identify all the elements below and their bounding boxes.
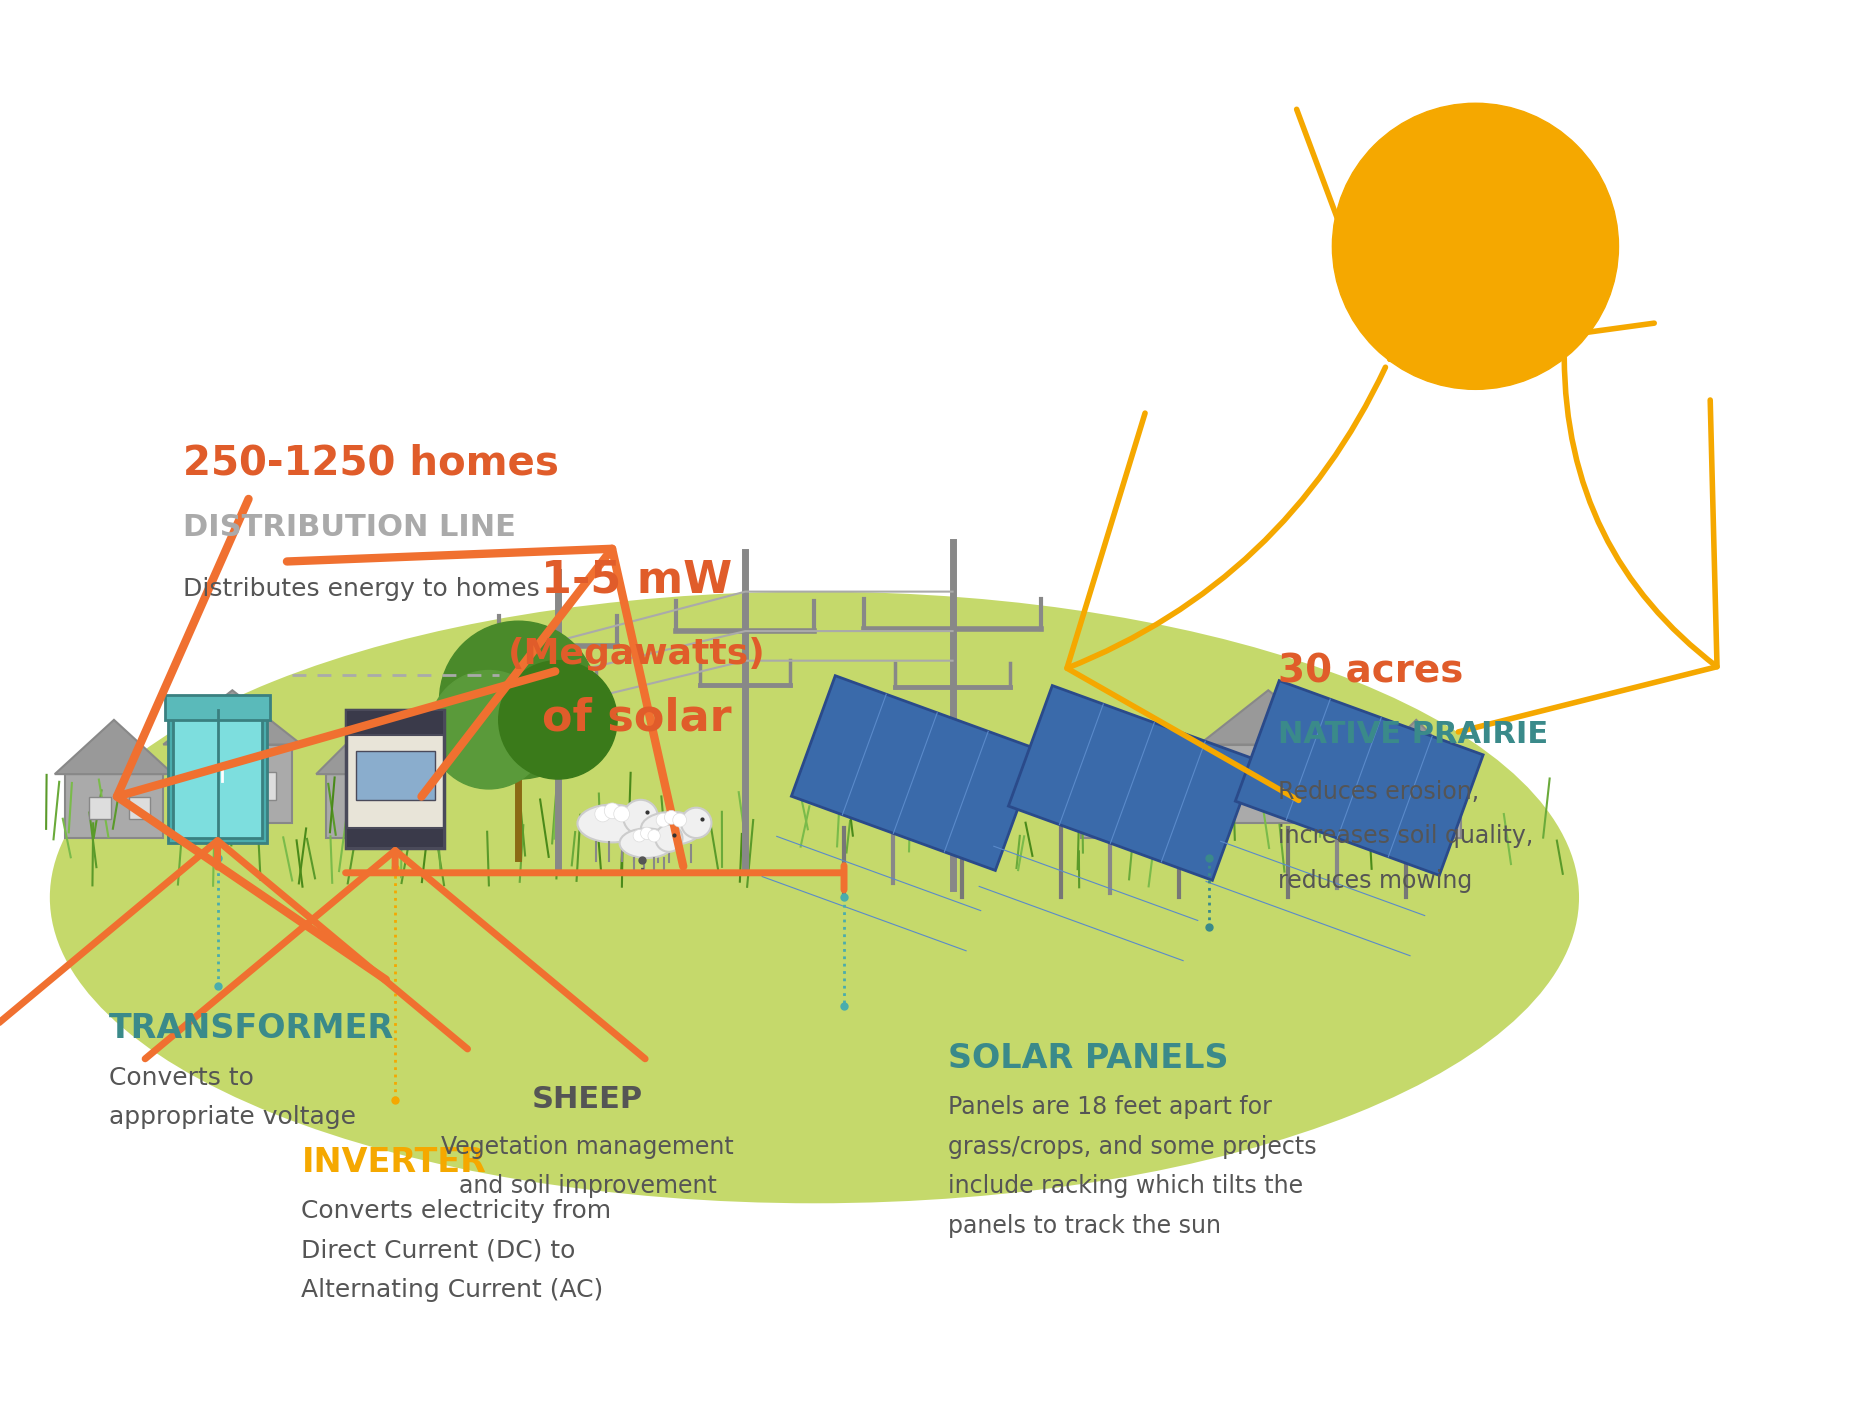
- Text: (Megawatts): (Megawatts): [508, 636, 765, 670]
- Text: Panels are 18 feet apart for: Panels are 18 feet apart for: [947, 1095, 1271, 1119]
- FancyBboxPatch shape: [345, 828, 444, 848]
- Text: 30 acres: 30 acres: [1279, 652, 1464, 690]
- Circle shape: [656, 825, 682, 852]
- Polygon shape: [1071, 720, 1189, 774]
- Polygon shape: [1236, 680, 1483, 875]
- Circle shape: [622, 799, 658, 835]
- Circle shape: [604, 802, 621, 819]
- Circle shape: [681, 808, 711, 838]
- Ellipse shape: [578, 805, 647, 842]
- Text: increases soil quality,: increases soil quality,: [1279, 824, 1534, 848]
- FancyBboxPatch shape: [172, 744, 291, 824]
- Text: 250-1250 homes: 250-1250 homes: [184, 443, 559, 483]
- Circle shape: [613, 807, 630, 822]
- FancyBboxPatch shape: [345, 710, 444, 848]
- FancyBboxPatch shape: [169, 706, 266, 843]
- Text: Alternating Current (AC): Alternating Current (AC): [302, 1278, 604, 1302]
- FancyBboxPatch shape: [384, 797, 403, 819]
- Circle shape: [594, 807, 611, 822]
- Text: Converts electricity from: Converts electricity from: [302, 1198, 611, 1223]
- Text: grass/crops, and some projects: grass/crops, and some projects: [947, 1135, 1316, 1159]
- Circle shape: [649, 829, 660, 842]
- Polygon shape: [163, 690, 302, 744]
- FancyBboxPatch shape: [1106, 797, 1127, 819]
- Ellipse shape: [619, 828, 673, 858]
- Text: panels to track the sun: panels to track the sun: [947, 1214, 1221, 1238]
- Circle shape: [439, 621, 598, 780]
- Circle shape: [673, 814, 686, 826]
- Text: 1-5 mW: 1-5 mW: [542, 558, 733, 602]
- FancyBboxPatch shape: [345, 710, 444, 734]
- FancyBboxPatch shape: [1239, 772, 1266, 799]
- Text: Reduces erosion,: Reduces erosion,: [1279, 780, 1479, 804]
- Circle shape: [641, 828, 652, 839]
- Polygon shape: [1361, 720, 1470, 774]
- Text: of solar: of solar: [542, 697, 731, 740]
- FancyBboxPatch shape: [1286, 772, 1312, 799]
- FancyBboxPatch shape: [356, 751, 435, 799]
- Text: and soil improvement: and soil improvement: [459, 1174, 716, 1198]
- FancyBboxPatch shape: [249, 772, 276, 799]
- Polygon shape: [1009, 686, 1256, 880]
- Text: Vegetation management: Vegetation management: [441, 1135, 733, 1159]
- Text: SHEEP: SHEEP: [532, 1085, 643, 1115]
- FancyBboxPatch shape: [349, 797, 368, 819]
- Text: NATIVE PRAIRIE: NATIVE PRAIRIE: [1279, 720, 1549, 750]
- FancyBboxPatch shape: [1393, 797, 1414, 819]
- Circle shape: [634, 829, 645, 842]
- Text: SOLAR PANELS: SOLAR PANELS: [947, 1042, 1228, 1075]
- FancyBboxPatch shape: [129, 797, 150, 819]
- FancyBboxPatch shape: [90, 797, 111, 819]
- Text: Distributes energy to homes: Distributes energy to homes: [184, 578, 540, 602]
- Text: INVERTER: INVERTER: [302, 1146, 486, 1179]
- Polygon shape: [317, 720, 426, 774]
- Polygon shape: [1200, 690, 1337, 744]
- Ellipse shape: [51, 592, 1579, 1203]
- FancyBboxPatch shape: [326, 774, 414, 838]
- FancyBboxPatch shape: [64, 774, 163, 838]
- Circle shape: [499, 660, 617, 780]
- FancyBboxPatch shape: [1080, 774, 1179, 838]
- Circle shape: [429, 670, 548, 790]
- Polygon shape: [791, 676, 1039, 870]
- Circle shape: [1333, 104, 1618, 389]
- FancyBboxPatch shape: [202, 772, 229, 799]
- Ellipse shape: [641, 812, 701, 845]
- Text: Direct Current (DC) to: Direct Current (DC) to: [302, 1238, 576, 1262]
- Circle shape: [656, 814, 669, 826]
- Text: appropriate voltage: appropriate voltage: [109, 1105, 356, 1129]
- FancyBboxPatch shape: [1372, 774, 1461, 838]
- FancyBboxPatch shape: [165, 696, 270, 720]
- Text: TRANSFORMER: TRANSFORMER: [109, 1012, 394, 1045]
- FancyBboxPatch shape: [1429, 797, 1449, 819]
- Polygon shape: [54, 720, 172, 774]
- Text: DISTRIBUTION LINE: DISTRIBUTION LINE: [184, 513, 516, 542]
- Text: reduces mowing: reduces mowing: [1279, 869, 1472, 893]
- FancyBboxPatch shape: [1146, 797, 1166, 819]
- Text: include racking which tilts the: include racking which tilts the: [947, 1174, 1303, 1198]
- Circle shape: [664, 811, 679, 824]
- FancyBboxPatch shape: [172, 710, 262, 838]
- FancyBboxPatch shape: [1209, 744, 1328, 824]
- Text: Converts to: Converts to: [109, 1066, 253, 1089]
